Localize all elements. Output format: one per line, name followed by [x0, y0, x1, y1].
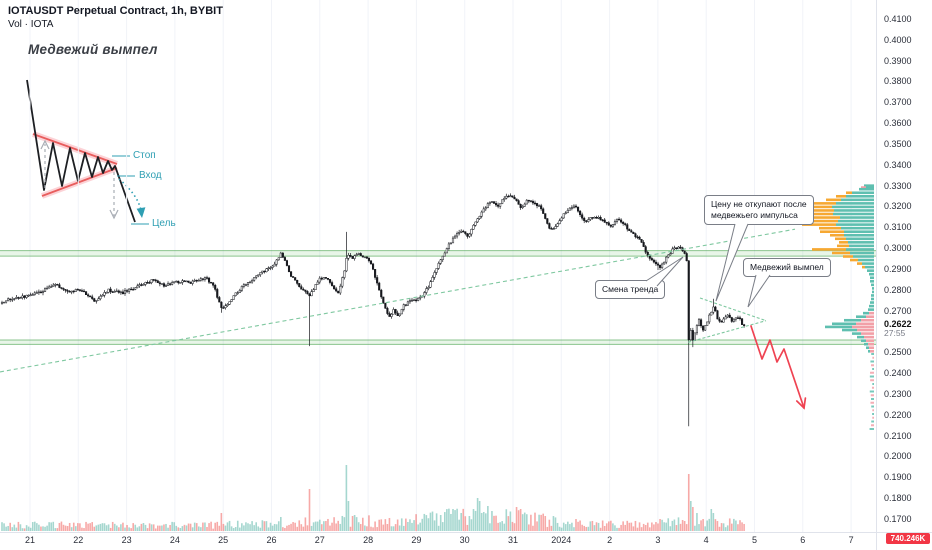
- price-tick: 0.2100: [884, 430, 912, 441]
- callout-trend-change[interactable]: Смена тренда: [595, 280, 666, 300]
- price-tick: 0.4000: [884, 34, 912, 45]
- price-tick: 0.3200: [884, 201, 912, 212]
- current-price-label: 0.2622 27:55: [884, 319, 912, 339]
- price-tick: 0.1700: [884, 513, 912, 524]
- time-tick: 28: [363, 535, 374, 545]
- up-arrowhead-icon: [40, 139, 50, 150]
- time-tick: 2024: [551, 535, 572, 545]
- time-tick: 31: [507, 535, 518, 545]
- price-tick: 0.2500: [884, 347, 912, 358]
- time-tick: 24: [169, 535, 180, 545]
- time-tick: 4: [703, 535, 709, 545]
- price-tick: 0.3100: [884, 222, 912, 233]
- callout-bearish-pennant[interactable]: Медвежий вымпел: [743, 258, 831, 278]
- price-tick: 0.3400: [884, 159, 912, 170]
- price-tick: 0.2200: [884, 409, 912, 420]
- price-tick: 0.2900: [884, 263, 912, 274]
- time-tick: 23: [121, 535, 132, 545]
- price-tick: 0.1800: [884, 493, 912, 504]
- time-tick: 3: [655, 535, 661, 545]
- down-arrowhead-icon: [109, 209, 119, 220]
- price-tick: 0.3700: [884, 97, 912, 108]
- price-tick: 0.3500: [884, 138, 912, 149]
- annotation-heading[interactable]: Медвежий вымпел: [28, 42, 158, 57]
- time-axis[interactable]: 21 22 23 24 25 26 27 28 29 30 31 2024 2 3 4 5 6 7: [0, 535, 876, 550]
- price-tick: 0.2700: [884, 305, 912, 316]
- price-tick: 0.2000: [884, 451, 912, 462]
- teal-arrowhead-icon: [136, 207, 146, 218]
- price-tick: 0.3800: [884, 76, 912, 87]
- price-tick: 0.3900: [884, 55, 912, 66]
- price-tick: 0.3300: [884, 180, 912, 191]
- time-tick: 21: [24, 535, 35, 545]
- last-price: 0.2622: [884, 319, 912, 329]
- time-tick: 22: [73, 535, 84, 545]
- pennant-lower-line: [41, 167, 118, 197]
- bar-countdown: 27:55: [884, 328, 906, 339]
- price-tick: 0.4100: [884, 14, 912, 24]
- time-tick: 25: [218, 535, 229, 545]
- time-tick: 29: [411, 535, 422, 545]
- price-tick: 0.3600: [884, 118, 912, 129]
- price-tick: 0.3000: [884, 243, 912, 254]
- time-tick: 2: [607, 535, 613, 545]
- indicator-legend[interactable]: Vol · IOTA: [8, 19, 54, 30]
- chart-legend: IOTAUSDT Perpetual Contract, 1h, BYBIT V…: [8, 5, 223, 30]
- time-tick: 30: [459, 535, 470, 545]
- time-tick: 6: [800, 535, 806, 545]
- time-tick: 7: [848, 535, 854, 545]
- pennant-diagram[interactable]: [26, 79, 149, 225]
- price-zigzag: [26, 79, 136, 223]
- time-tick: 27: [314, 535, 325, 545]
- pennant-upper-line: [32, 133, 118, 165]
- stop-label: Стоп: [133, 150, 156, 161]
- symbol-title[interactable]: IOTAUSDT Perpetual Contract, 1h, BYBIT: [8, 5, 223, 17]
- price-tick: 0.2300: [884, 388, 912, 399]
- volume-badge: 740.246K: [886, 533, 930, 544]
- time-tick: 5: [751, 535, 757, 545]
- callout-no-buyback[interactable]: Цену не откупают после медвежьего импуль…: [704, 195, 814, 226]
- price-tick: 0.2400: [884, 368, 912, 379]
- entry-label: Вход: [139, 170, 162, 181]
- target-label: Цель: [152, 218, 176, 229]
- price-tick: 0.1900: [884, 472, 912, 483]
- price-tick: 0.2800: [884, 284, 912, 295]
- price-axis[interactable]: 0.4100 0.4000 0.3900 0.3800 0.3700 0.3600 0.35…: [884, 0, 932, 532]
- time-tick: 26: [266, 535, 277, 545]
